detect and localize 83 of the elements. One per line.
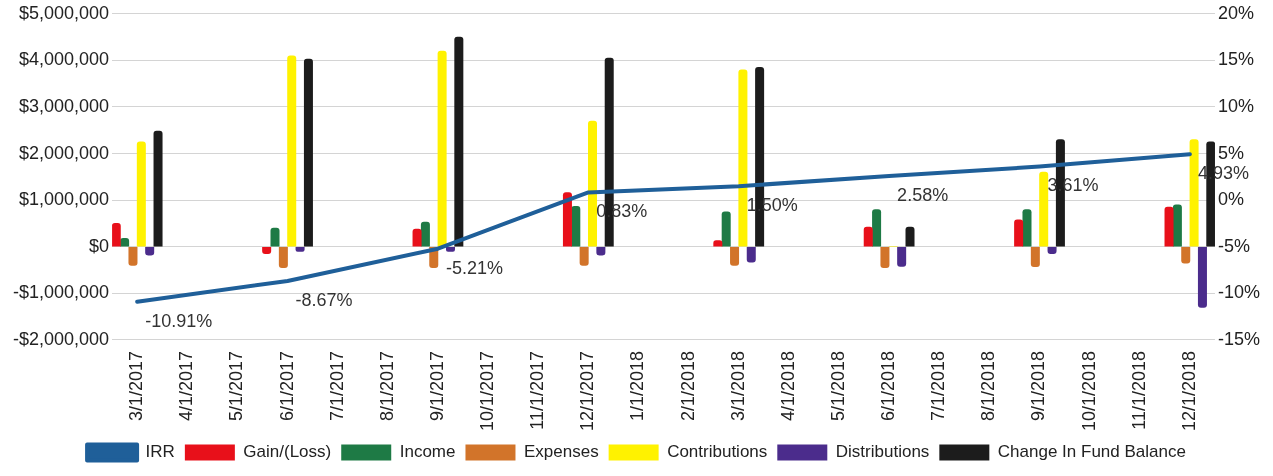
- bar: [1030, 246, 1040, 268]
- legend-label: Contributions: [667, 442, 768, 462]
- bar: [730, 246, 740, 266]
- bar: [128, 246, 138, 266]
- y2-tick-label: 10%: [1217, 95, 1255, 116]
- data-label: 2.58%: [897, 185, 949, 206]
- y2-tick-label: -10%: [1217, 282, 1261, 303]
- bar: [746, 246, 756, 263]
- bar: [562, 192, 572, 247]
- bar: [872, 209, 882, 247]
- bar: [588, 120, 598, 247]
- bar: [136, 141, 146, 247]
- bar: [1197, 246, 1207, 308]
- x-tick-label: 4/1/2018: [777, 350, 798, 421]
- x-tick-label: 9/1/2018: [1028, 350, 1049, 421]
- legend-label: IRR: [145, 442, 175, 462]
- bar: [303, 58, 313, 247]
- bar: [437, 50, 447, 247]
- y2-tick-label: -5%: [1217, 235, 1250, 256]
- x-tick-label: 11/1/2017: [527, 350, 548, 430]
- bar: [278, 246, 288, 269]
- bar: [287, 55, 297, 247]
- legend-label: Expenses: [523, 442, 599, 462]
- x-tick-label: 3/1/2018: [727, 350, 748, 421]
- bar: [880, 246, 890, 269]
- bar: [1189, 139, 1199, 247]
- y-tick-label: $0: [89, 235, 110, 256]
- bar: [905, 226, 915, 247]
- y-tick-label: -$1,000,000: [12, 282, 110, 303]
- bar: [897, 246, 907, 267]
- legend-label: Income: [399, 442, 456, 462]
- bar: [579, 246, 589, 266]
- bar: [412, 228, 422, 247]
- x-tick-label: 8/1/2017: [376, 350, 397, 421]
- x-tick-label: 7/1/2017: [326, 350, 347, 421]
- y2-tick-label: 0%: [1217, 189, 1244, 210]
- data-label: -10.91%: [145, 310, 213, 331]
- data-label: -8.67%: [295, 289, 353, 310]
- bar: [863, 226, 873, 247]
- bar: [721, 211, 731, 247]
- bar: [1014, 219, 1024, 247]
- x-tick-label: 1/1/2018: [627, 350, 648, 421]
- y-tick-label: $5,000,000: [18, 2, 110, 23]
- x-tick-label: 11/1/2018: [1128, 350, 1149, 430]
- x-tick-label: 5/1/2017: [226, 350, 247, 421]
- x-tick-label: 12/1/2018: [1178, 350, 1199, 431]
- y-tick-label: $4,000,000: [18, 49, 110, 70]
- x-tick-label: 7/1/2018: [928, 350, 949, 421]
- bar: [112, 223, 121, 247]
- bar: [1164, 206, 1174, 247]
- y-tick-label: -$2,000,000: [12, 328, 110, 349]
- legend-label: Change In Fund Balance: [997, 442, 1186, 462]
- bar: [270, 227, 280, 247]
- y2-tick-label: 20%: [1217, 2, 1255, 23]
- bar: [153, 130, 163, 247]
- bar: [420, 221, 430, 247]
- x-tick-label: 9/1/2017: [426, 350, 447, 421]
- x-tick-label: 3/1/2017: [126, 350, 147, 421]
- x-tick-label: 5/1/2018: [827, 350, 848, 421]
- y2-tick-label: -15%: [1217, 328, 1261, 349]
- x-tick-label: 8/1/2018: [978, 350, 999, 421]
- bar: [1022, 209, 1032, 247]
- bar: [1172, 204, 1182, 247]
- x-tick-label: 6/1/2018: [878, 350, 899, 421]
- y2-tick-label: 5%: [1217, 142, 1244, 163]
- x-tick-label: 2/1/2018: [677, 350, 698, 421]
- y2-tick-label: 15%: [1217, 49, 1255, 70]
- legend-label: Gain/(Loss): [243, 442, 332, 462]
- bar: [454, 36, 464, 247]
- data-label: -5.21%: [445, 257, 503, 278]
- x-tick-label: 6/1/2017: [276, 350, 297, 421]
- bar: [1039, 171, 1049, 247]
- x-tick-label: 12/1/2017: [577, 350, 598, 431]
- x-tick-label: 10/1/2017: [477, 350, 498, 431]
- x-tick-label: 4/1/2017: [176, 350, 197, 421]
- y-tick-label: $2,000,000: [18, 142, 110, 163]
- bar: [571, 205, 581, 247]
- y-tick-label: $3,000,000: [18, 95, 110, 116]
- legend-label: Distributions: [835, 442, 930, 462]
- x-tick-label: 10/1/2018: [1078, 350, 1099, 431]
- bar: [738, 69, 748, 247]
- y-tick-label: $1,000,000: [18, 189, 110, 210]
- bar: [1181, 246, 1191, 264]
